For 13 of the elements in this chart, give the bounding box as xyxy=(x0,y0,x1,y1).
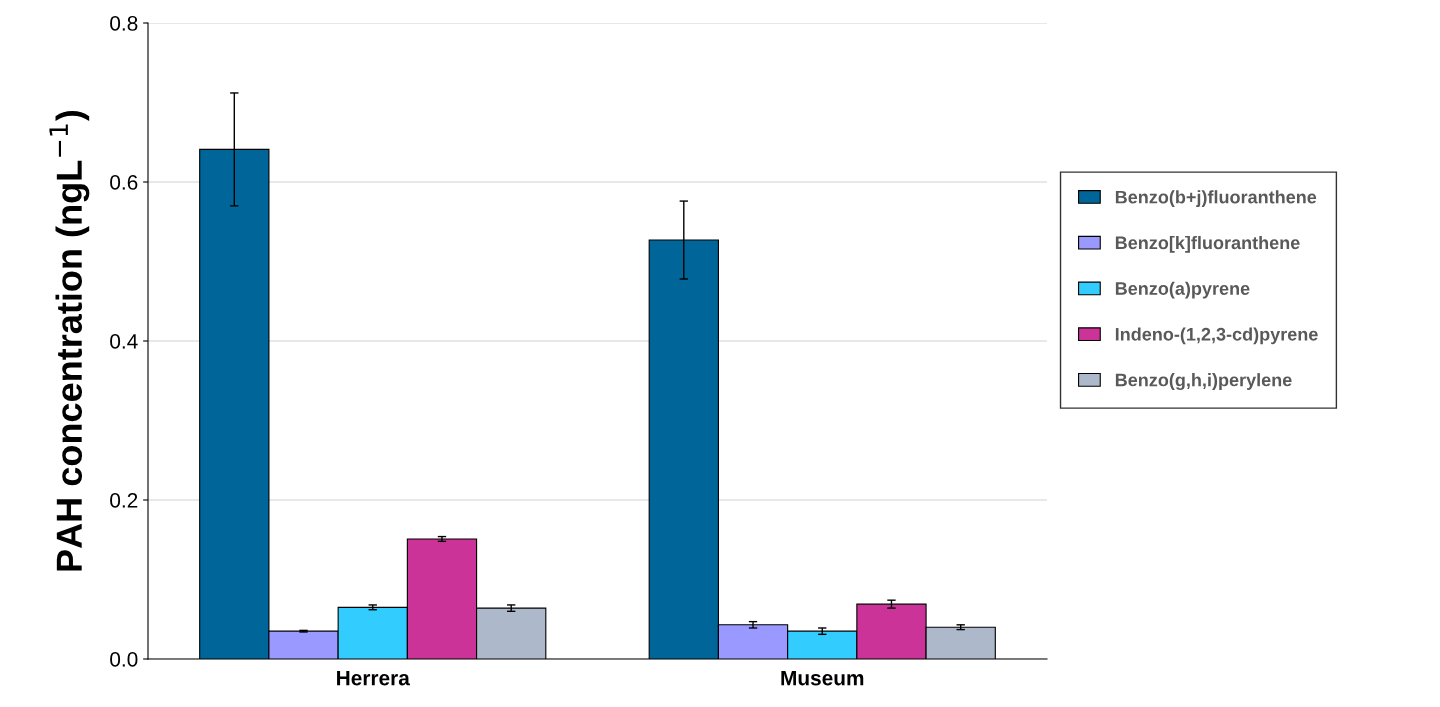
y-tick-label: 0.6 xyxy=(110,175,138,190)
y-tick-label: 0.4 xyxy=(110,334,138,349)
y-tick-label: 0.2 xyxy=(110,493,138,508)
legend-label: Benzo(g,h,i)perylene xyxy=(1115,373,1292,391)
legend-label: Benzo(a)pyrene xyxy=(1115,281,1250,299)
legend-label: Indeno-(1,2,3-cd)pyrene xyxy=(1115,327,1318,345)
y-tick-label: 0.8 xyxy=(110,16,138,31)
y-tick-label: 0.0 xyxy=(110,652,138,667)
legend-label: Benzo(b+j)fluoranthene xyxy=(1115,190,1317,208)
y-axis-title: PAH concentration (ngL$^{−1}$) xyxy=(49,110,90,571)
legend-label: Benzo[k]fluoranthene xyxy=(1115,235,1300,253)
x-tick-label: Herrera xyxy=(337,670,410,686)
x-tick-label: Museum xyxy=(781,670,864,686)
